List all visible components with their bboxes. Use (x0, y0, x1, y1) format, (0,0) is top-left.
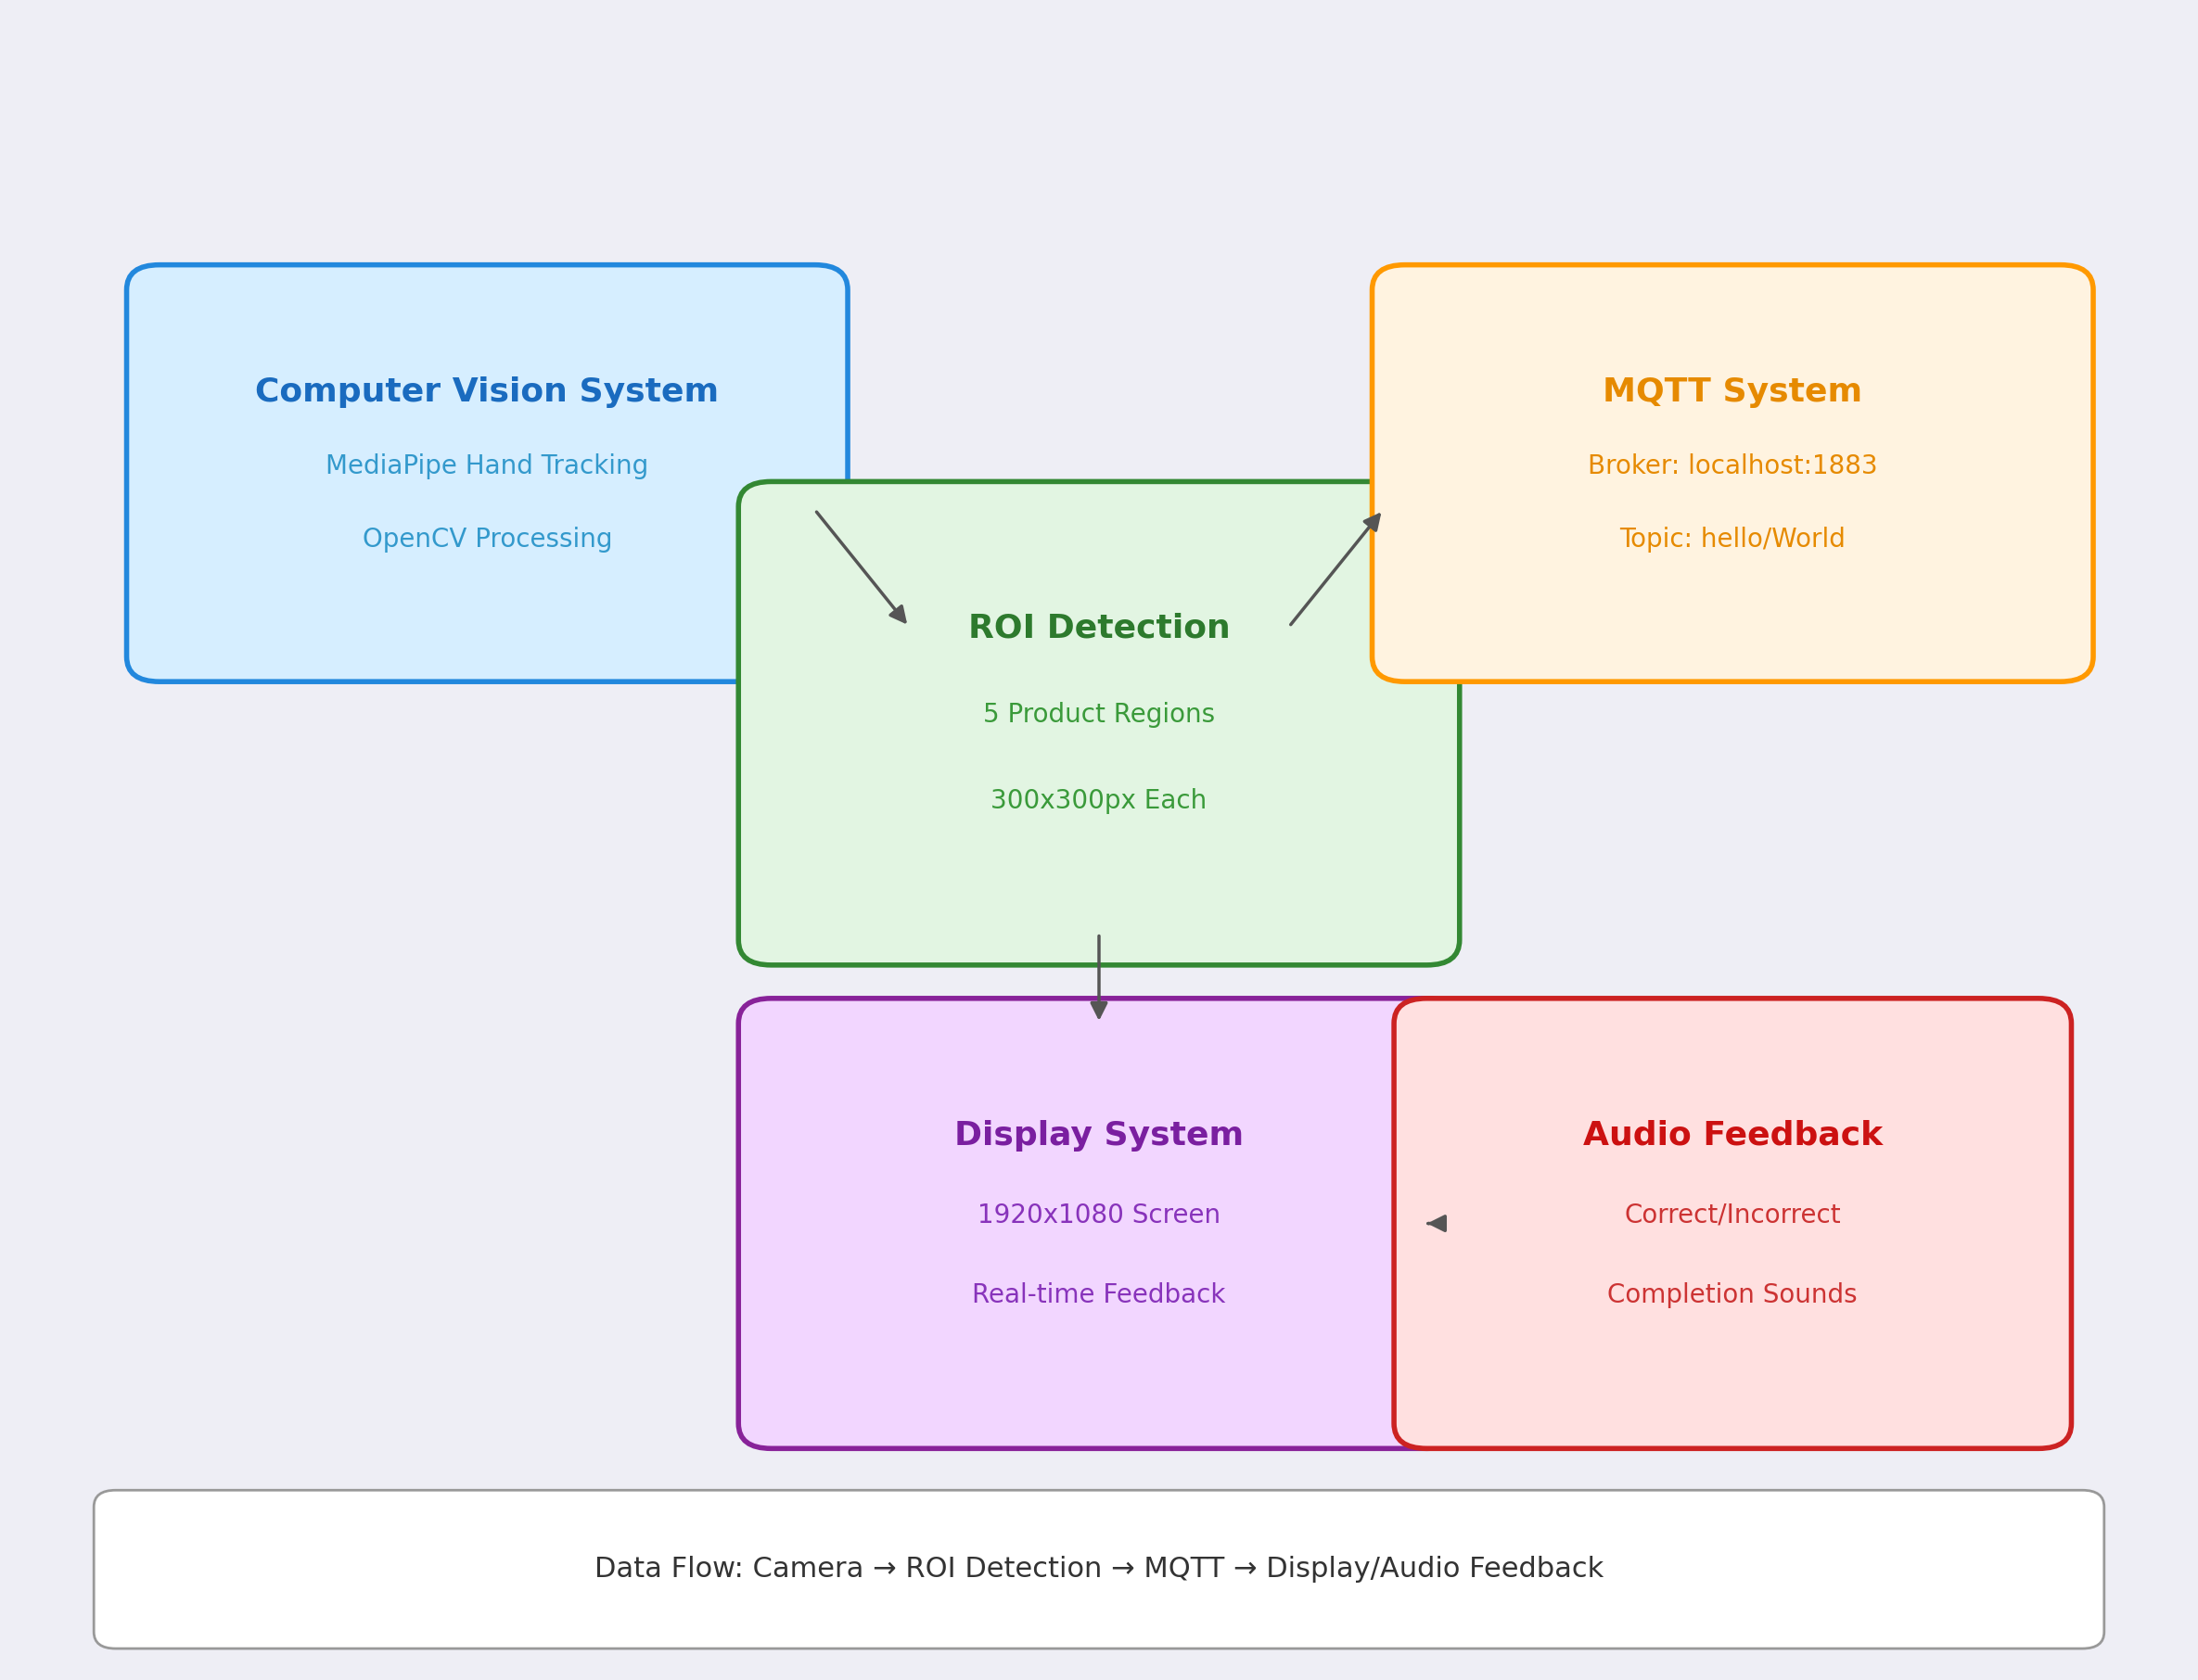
Text: 300x300px Each: 300x300px Each (991, 788, 1207, 815)
FancyBboxPatch shape (739, 998, 1459, 1448)
Text: MQTT System: MQTT System (1602, 376, 1862, 408)
FancyBboxPatch shape (127, 265, 848, 682)
FancyBboxPatch shape (739, 482, 1459, 964)
Text: OpenCV Processing: OpenCV Processing (363, 526, 611, 553)
Text: Correct/Incorrect: Correct/Incorrect (1624, 1203, 1842, 1228)
Text: Topic: hello/World: Topic: hello/World (1620, 526, 1846, 553)
Text: 1920x1080 Screen: 1920x1080 Screen (978, 1203, 1220, 1228)
Text: MediaPipe Hand Tracking: MediaPipe Hand Tracking (325, 454, 648, 479)
Text: Completion Sounds: Completion Sounds (1607, 1282, 1857, 1309)
Text: Audio Feedback: Audio Feedback (1583, 1119, 1881, 1151)
Text: Data Flow: Camera → ROI Detection → MQTT → Display/Audio Feedback: Data Flow: Camera → ROI Detection → MQTT… (593, 1556, 1605, 1583)
FancyBboxPatch shape (1372, 265, 2092, 682)
Text: Computer Vision System: Computer Vision System (255, 376, 719, 408)
Text: Broker: localhost:1883: Broker: localhost:1883 (1587, 454, 1877, 479)
FancyBboxPatch shape (1394, 998, 2071, 1448)
Text: Display System: Display System (954, 1119, 1244, 1151)
FancyBboxPatch shape (95, 1490, 2103, 1648)
Text: Real-time Feedback: Real-time Feedback (972, 1282, 1226, 1309)
Text: 5 Product Regions: 5 Product Regions (983, 702, 1215, 727)
Text: ROI Detection: ROI Detection (967, 612, 1231, 643)
